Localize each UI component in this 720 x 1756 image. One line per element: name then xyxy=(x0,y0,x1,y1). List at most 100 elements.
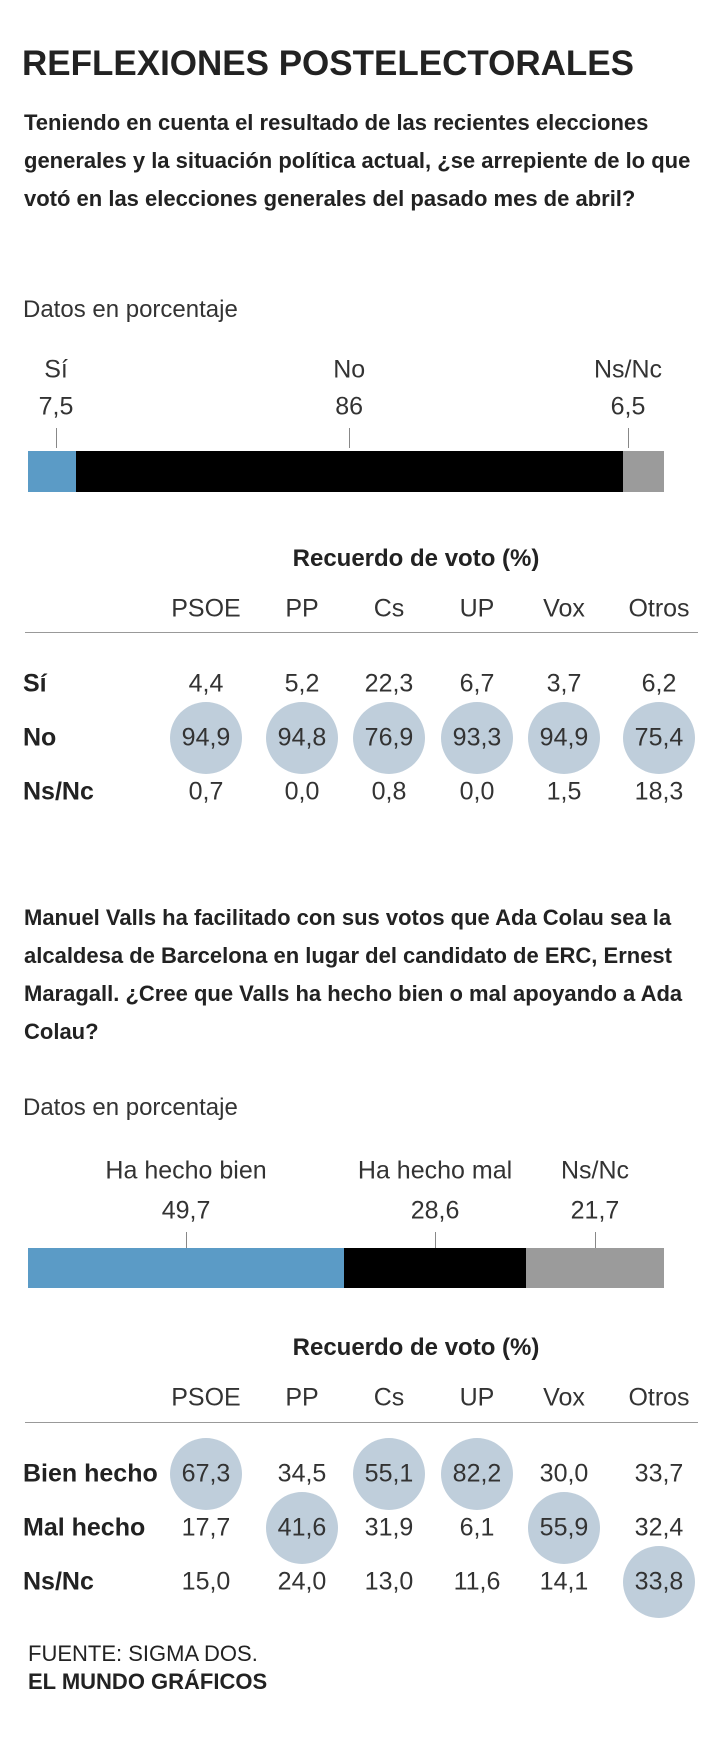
segment-value: 86 xyxy=(335,392,364,421)
column-header: Vox xyxy=(543,594,585,623)
highlight-circle xyxy=(170,702,242,774)
column-header: Otros xyxy=(628,1383,690,1412)
cell: 31,9 xyxy=(364,1513,414,1542)
cell: 22,3 xyxy=(364,669,414,698)
question: Teniendo en cuenta el resultado de las r… xyxy=(24,110,691,211)
segment-label: No xyxy=(333,355,366,384)
row-label: No xyxy=(23,723,57,752)
cell: 33,8 xyxy=(634,1567,684,1596)
row-label: Ns/Nc xyxy=(23,1567,94,1596)
row-label: Bien hecho xyxy=(23,1459,158,1488)
header-rule xyxy=(25,632,698,633)
column-header: Cs xyxy=(373,594,405,623)
cell: 6,2 xyxy=(641,669,677,698)
row-label: Sí xyxy=(23,669,47,698)
cell: 6,1 xyxy=(459,1513,495,1542)
highlight-circle xyxy=(623,1546,695,1618)
cell: 11,6 xyxy=(453,1567,501,1596)
connector xyxy=(628,428,629,448)
cell: 94,9 xyxy=(181,723,231,752)
cell: 94,9 xyxy=(539,723,589,752)
cell: 5,2 xyxy=(284,669,320,698)
segment-value: 21,7 xyxy=(570,1196,620,1225)
bar-segment xyxy=(28,1248,345,1288)
cell: 76,9 xyxy=(364,723,414,752)
cell: 0,8 xyxy=(371,777,407,806)
bar-segment xyxy=(622,451,664,492)
cell: 34,5 xyxy=(277,1459,327,1488)
segment-value: 7,5 xyxy=(38,392,74,421)
column-header: PP xyxy=(285,594,319,623)
cell: 55,9 xyxy=(539,1513,589,1542)
header-rule xyxy=(25,1422,698,1423)
cell: 0,7 xyxy=(188,777,224,806)
segment-label: Ns/Nc xyxy=(560,1156,630,1185)
cell: 18,3 xyxy=(634,777,684,806)
column-header: PP xyxy=(285,1383,319,1412)
highlight-circle xyxy=(353,702,425,774)
credit: EL MUNDO GRÁFICOS xyxy=(28,1669,268,1694)
segment-value: 49,7 xyxy=(161,1196,211,1225)
bar-segment xyxy=(28,451,76,492)
highlight-circle xyxy=(528,702,600,774)
cell: 82,2 xyxy=(452,1459,502,1488)
cell: 94,8 xyxy=(277,723,327,752)
segment-label: Sí xyxy=(44,355,68,384)
source: FUENTE: SIGMA DOS. xyxy=(28,1641,258,1666)
connector xyxy=(349,428,351,448)
connector xyxy=(56,428,57,448)
column-header: Vox xyxy=(543,1383,585,1412)
cell: 17,7 xyxy=(181,1513,231,1542)
bar-segment xyxy=(525,1248,664,1288)
cell: 41,6 xyxy=(277,1513,327,1542)
column-header: UP xyxy=(459,1383,495,1412)
table-title: Recuerdo de voto (%) xyxy=(292,1334,540,1361)
highlight-circle xyxy=(266,1492,338,1564)
table-title: Recuerdo de voto (%) xyxy=(292,545,540,572)
cell: 3,7 xyxy=(546,669,582,698)
column-header: PSOE xyxy=(171,594,241,623)
highlight-circle xyxy=(170,1438,242,1510)
cell: 0,0 xyxy=(284,777,320,806)
cell: 1,5 xyxy=(546,777,582,806)
cell: 4,4 xyxy=(188,669,224,698)
column-header: UP xyxy=(459,594,495,623)
cell: 0,0 xyxy=(459,777,495,806)
cell: 32,4 xyxy=(634,1513,684,1542)
segment-value: 6,5 xyxy=(610,392,646,421)
bar-segment xyxy=(75,451,623,492)
cell: 15,0 xyxy=(181,1567,231,1596)
column-header: PSOE xyxy=(171,1383,241,1412)
segment-label: Ha hecho bien xyxy=(105,1156,267,1185)
column-header: Cs xyxy=(373,1383,405,1412)
cell: 55,1 xyxy=(364,1459,414,1488)
cell: 33,7 xyxy=(634,1459,684,1488)
cell: 67,3 xyxy=(181,1459,231,1488)
highlight-circle xyxy=(441,1438,513,1510)
highlight-circle xyxy=(266,702,338,774)
connector xyxy=(186,1232,188,1248)
highlight-circle xyxy=(623,702,695,774)
row-label: Mal hecho xyxy=(23,1513,146,1542)
connector xyxy=(435,1232,437,1248)
cell: 30,0 xyxy=(539,1459,589,1488)
question: Manuel Valls ha facilitado con sus votos… xyxy=(24,905,683,1044)
segment-label: Ha hecho mal xyxy=(357,1156,513,1185)
cell: 6,7 xyxy=(459,669,495,698)
cell: 24,0 xyxy=(277,1567,327,1596)
subtitle: Datos en porcentaje xyxy=(23,1094,238,1121)
subtitle: Datos en porcentaje xyxy=(23,296,238,323)
highlight-circle xyxy=(528,1492,600,1564)
cell: 13,0 xyxy=(364,1567,414,1596)
title: REFLEXIONES POSTELECTORALES xyxy=(22,44,634,83)
cell: 75,4 xyxy=(634,723,684,752)
cell: 14,1 xyxy=(539,1567,589,1596)
column-header: Otros xyxy=(628,594,690,623)
segment-value: 28,6 xyxy=(410,1196,460,1225)
row-label: Ns/Nc xyxy=(23,777,94,806)
connector xyxy=(594,1232,596,1248)
highlight-circle xyxy=(441,702,513,774)
highlight-circle xyxy=(353,1438,425,1510)
bar-segment xyxy=(344,1248,526,1288)
